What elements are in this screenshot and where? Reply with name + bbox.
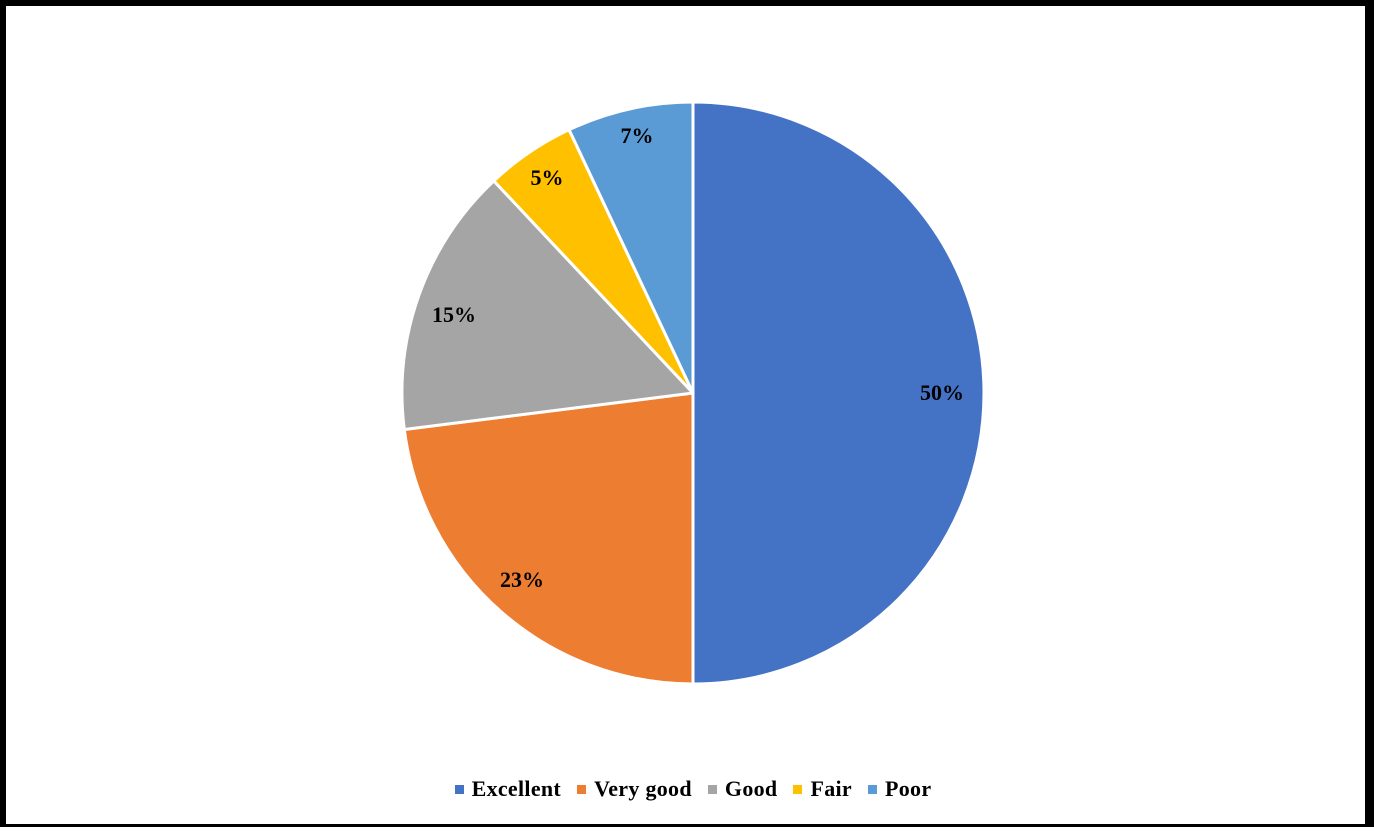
legend-item-good: Good xyxy=(707,776,778,802)
legend-swatch xyxy=(867,784,877,794)
legend-swatch xyxy=(707,784,717,794)
legend-label: Very good xyxy=(594,776,692,801)
legend-swatch xyxy=(793,784,803,794)
pie-slice-poor xyxy=(567,100,695,395)
legend-item-excellent: Excellent xyxy=(454,776,562,802)
pie-chart: 50% 23% 15% 5% 7% xyxy=(400,100,986,686)
pie-slice-very-good xyxy=(402,391,695,686)
legend-label: Fair xyxy=(810,776,852,801)
legend-item-very-good: Very good xyxy=(577,776,692,802)
legend-item-fair: Fair xyxy=(793,776,852,802)
chart-legend: Excellent Very good Good Fair Poor xyxy=(6,776,1374,802)
data-label-fair: 5% xyxy=(531,165,564,190)
data-label-very-good: 23% xyxy=(500,567,544,592)
legend-label: Good xyxy=(724,776,778,801)
data-label-poor: 7% xyxy=(621,123,654,148)
legend-label: Poor xyxy=(884,776,932,801)
legend-item-poor: Poor xyxy=(867,776,932,802)
legend-swatch xyxy=(577,784,587,794)
pie-data-labels: 50% 23% 15% 5% 7% xyxy=(432,123,964,592)
legend-swatch xyxy=(454,784,464,794)
pie-slice-good xyxy=(400,179,695,431)
data-label-excellent: 50% xyxy=(920,380,964,405)
data-label-good: 15% xyxy=(432,302,476,327)
pie-slices xyxy=(400,100,986,686)
pie-slice-excellent xyxy=(691,100,986,686)
legend-label: Excellent xyxy=(471,776,562,801)
